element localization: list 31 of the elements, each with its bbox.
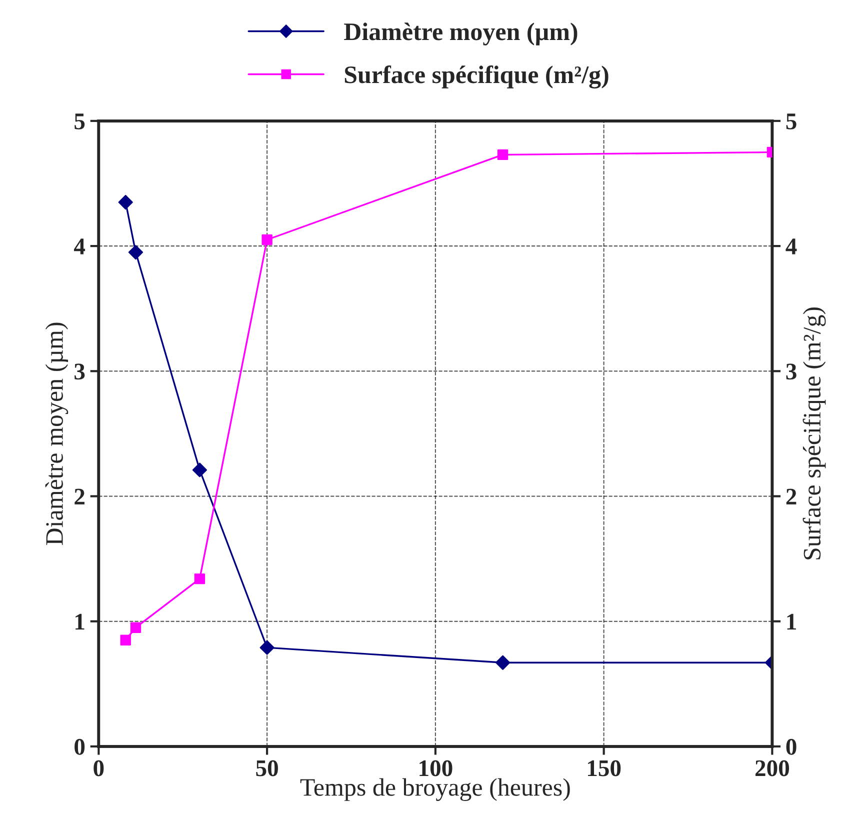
point bbox=[192, 462, 207, 478]
point bbox=[262, 234, 272, 246]
point bbox=[128, 245, 143, 260]
y2-axis-title: Surface spécifique (m²/g) bbox=[802, 307, 826, 560]
y-tick-label: 2 bbox=[74, 488, 84, 504]
y2-tick-label: 5 bbox=[786, 114, 796, 130]
x-axis-title: Temps de broyage (heures) bbox=[300, 778, 570, 801]
x-tick-label: 100 bbox=[420, 760, 452, 776]
legend-label: Diamètre moyen (µm) bbox=[344, 22, 578, 46]
y2-tick-label: 2 bbox=[786, 488, 796, 504]
y2-tick-label: 0 bbox=[786, 738, 796, 755]
y-axis-title: Diamètre moyen (µm) bbox=[45, 322, 68, 545]
point bbox=[497, 149, 508, 160]
y2-tick-label: 3 bbox=[786, 364, 796, 380]
x-tick-label: 0 bbox=[94, 760, 104, 776]
x-tick-label: 200 bbox=[755, 760, 790, 776]
point bbox=[120, 634, 131, 646]
point bbox=[194, 573, 206, 584]
point bbox=[260, 640, 274, 655]
point bbox=[118, 194, 133, 210]
y-tick-label: 0 bbox=[74, 738, 85, 755]
y-tick-label: 4 bbox=[74, 238, 86, 254]
x-tick-label: 150 bbox=[588, 760, 621, 776]
legend-label: Surface spécifique (m²/g) bbox=[344, 65, 608, 89]
y2-tick-label: 4 bbox=[786, 238, 797, 254]
y-tick-label: 3 bbox=[74, 364, 85, 380]
y-tick-label: 1 bbox=[76, 614, 84, 630]
x-tick-label: 50 bbox=[256, 760, 278, 776]
y-tick-label: 5 bbox=[74, 114, 85, 130]
point bbox=[130, 622, 142, 633]
y2-tick-label: 1 bbox=[787, 614, 796, 630]
